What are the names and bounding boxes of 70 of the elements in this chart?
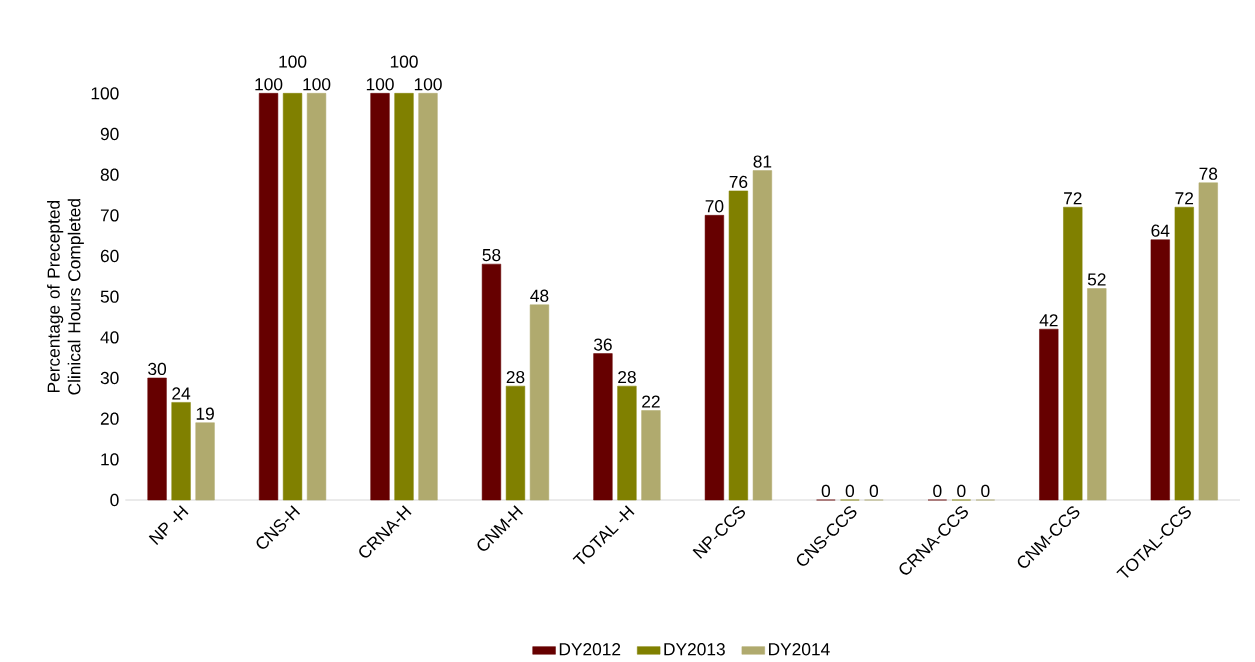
y-tick-label: 90 (100, 127, 119, 141)
data-label: 19 (196, 407, 214, 420)
bar (752, 170, 773, 501)
bar (195, 422, 215, 501)
y-axis-title: Percentage of Precepted Clinical Hours Completed (47, 199, 84, 395)
y-tick-label: 30 (100, 371, 119, 385)
y-tick-label: 20 (100, 412, 119, 425)
bar (505, 385, 526, 501)
legend-label: DY2012 (559, 643, 621, 656)
y-tick-label: 100 (91, 87, 119, 100)
y-tick-label: 80 (100, 168, 119, 181)
data-label: 100 (279, 55, 307, 68)
data-label: 70 (705, 200, 724, 213)
bar (641, 410, 661, 501)
data-label: 100 (390, 55, 418, 68)
y-tick-label: 0 (110, 493, 119, 507)
bar (1174, 206, 1194, 501)
data-label: 58 (482, 248, 501, 262)
y-tick-label: 60 (100, 249, 119, 263)
bar (704, 215, 725, 501)
legend-label: DY2014 (769, 643, 830, 656)
bar (1063, 206, 1083, 501)
data-label: 22 (642, 395, 660, 408)
data-label: 81 (753, 155, 772, 168)
data-label: 100 (255, 78, 283, 91)
bar (147, 377, 167, 501)
data-label: 76 (729, 175, 748, 188)
data-label: 30 (148, 362, 167, 376)
bar (370, 93, 390, 501)
bar (258, 93, 279, 501)
data-label: 0 (869, 484, 879, 498)
data-label: 72 (1064, 192, 1082, 205)
bar (617, 385, 637, 501)
data-label: 78 (1199, 167, 1218, 180)
data-label: 72 (1175, 192, 1194, 205)
y-tick-label: 50 (100, 290, 119, 303)
bar (1150, 239, 1170, 501)
bar (394, 93, 414, 501)
bar (282, 93, 303, 501)
data-label: 100 (303, 78, 331, 91)
data-label: 0 (821, 484, 831, 498)
y-tick-label: 10 (101, 453, 119, 466)
data-label: 0 (957, 484, 966, 498)
legend-label: DY2013 (664, 643, 725, 656)
data-label: 100 (366, 78, 394, 91)
data-label: 36 (593, 338, 612, 351)
data-label: 28 (618, 370, 636, 384)
data-label: 0 (845, 484, 855, 498)
bar (1087, 288, 1107, 501)
bar (1039, 328, 1059, 501)
bar (171, 402, 191, 501)
data-label: 0 (933, 484, 942, 498)
data-label: 100 (414, 78, 442, 91)
data-label: 0 (981, 484, 990, 498)
bar (418, 93, 438, 501)
bar (306, 93, 327, 501)
data-label: 64 (1151, 224, 1170, 237)
data-label: 48 (530, 289, 549, 302)
bar (481, 263, 502, 501)
bar (529, 304, 550, 501)
data-label: 28 (506, 370, 525, 384)
y-tick-label: 40 (100, 331, 119, 344)
x-tick-label: NP -H (148, 505, 189, 545)
bar (728, 190, 749, 501)
bar (593, 353, 613, 501)
data-label: 52 (1087, 273, 1106, 286)
data-label: 24 (172, 387, 191, 400)
bar (1198, 182, 1218, 501)
y-tick-label: 70 (100, 209, 119, 222)
data-label: 42 (1039, 314, 1058, 327)
